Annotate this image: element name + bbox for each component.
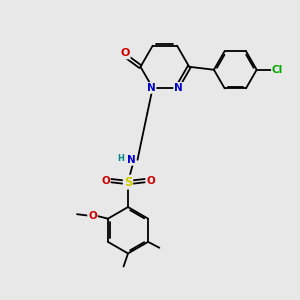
Text: N: N bbox=[174, 83, 183, 93]
Text: O: O bbox=[146, 176, 155, 186]
Text: O: O bbox=[101, 176, 110, 186]
Text: H: H bbox=[118, 154, 124, 163]
Text: N: N bbox=[147, 83, 156, 93]
Text: N: N bbox=[127, 155, 135, 165]
Text: O: O bbox=[88, 211, 97, 221]
Text: O: O bbox=[120, 48, 130, 59]
Text: S: S bbox=[124, 176, 132, 189]
Text: Cl: Cl bbox=[272, 65, 283, 75]
